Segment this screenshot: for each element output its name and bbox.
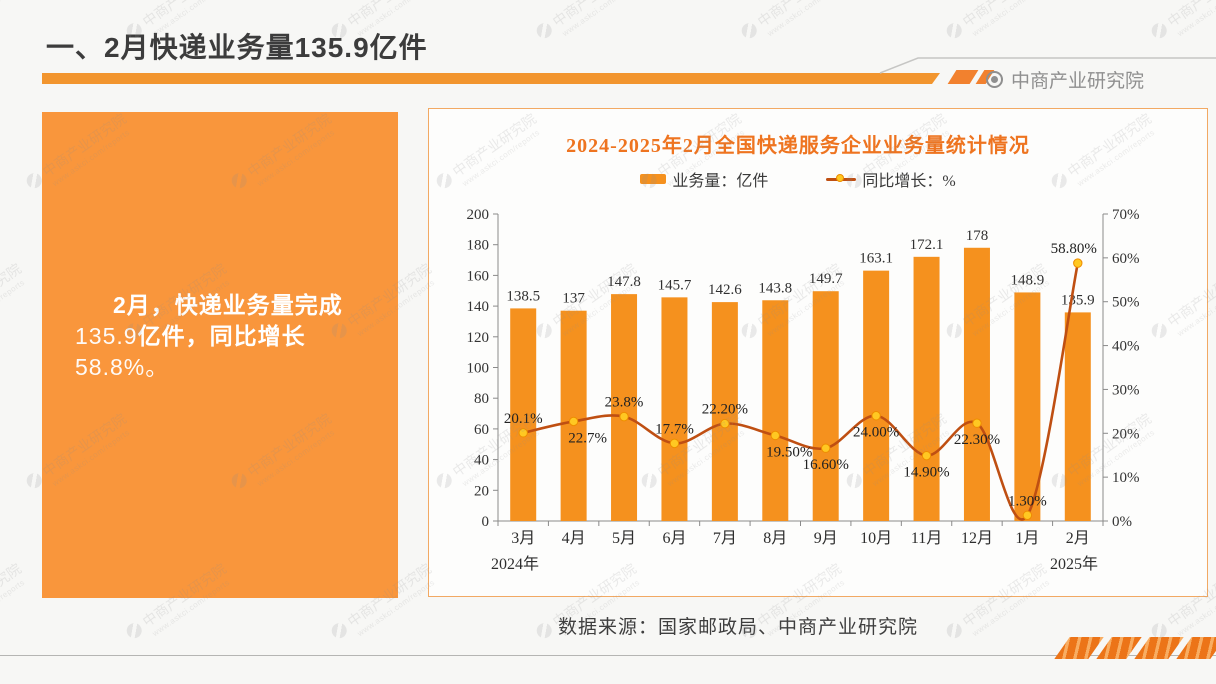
footer-rule-line [0, 655, 1216, 656]
svg-text:60: 60 [474, 422, 489, 438]
svg-text:60%: 60% [1112, 251, 1140, 267]
svg-text:23.8%: 23.8% [605, 395, 644, 411]
svg-text:149.7: 149.7 [809, 271, 843, 287]
svg-text:120: 120 [467, 330, 490, 346]
svg-text:140: 140 [467, 299, 490, 315]
bar-line-chart: 0 20 40 60 80 100 120 140 160 180 200 0% 10% 20% 30% 40… [467, 207, 1140, 573]
svg-text:22.7%: 22.7% [568, 430, 607, 446]
svg-text:70%: 70% [1112, 207, 1140, 223]
watermark-logo-icon [123, 619, 145, 641]
svg-text:147.8: 147.8 [607, 274, 641, 290]
svg-text:11月: 11月 [911, 530, 942, 547]
svg-text:0%: 0% [1112, 514, 1132, 530]
svg-text:0: 0 [482, 514, 490, 530]
summary-text: 2月，快递业务量完成 135.9亿件，同比增长58.8%。 [75, 292, 343, 380]
legend-item-growth: 同比增长：% [826, 167, 956, 191]
chart-legend: 业务量：亿件 同比增长：% [429, 167, 1167, 191]
svg-text:1月: 1月 [1015, 530, 1039, 547]
svg-text:172.1: 172.1 [910, 237, 944, 253]
svg-text:6月: 6月 [662, 530, 686, 547]
svg-text:178: 178 [966, 228, 989, 244]
footer-logo [1052, 637, 1216, 660]
svg-text:145.7: 145.7 [658, 277, 692, 293]
watermark-logo-icon [533, 19, 555, 41]
svg-text:22.30%: 22.30% [954, 432, 1000, 448]
svg-text:17.7%: 17.7% [655, 421, 694, 437]
svg-text:8月: 8月 [763, 530, 787, 547]
svg-text:2月: 2月 [1066, 530, 1090, 547]
svg-text:20.1%: 20.1% [504, 411, 543, 427]
svg-text:1.30%: 1.30% [1008, 493, 1047, 509]
brand-name: 中商产业研究院 [1011, 71, 1145, 92]
summary-panel: 2月，快递业务量完成 135.9亿件，同比增长58.8%。 [42, 112, 398, 598]
svg-text:9月: 9月 [814, 530, 838, 547]
svg-text:3月: 3月 [511, 530, 535, 547]
svg-text:20%: 20% [1112, 426, 1140, 442]
divider-slash-icon [947, 70, 979, 84]
svg-text:2024年: 2024年 [491, 555, 539, 573]
watermark-logo-icon [533, 619, 555, 641]
logo-stripe-icon [1134, 637, 1184, 659]
watermark-logo-icon [1148, 19, 1170, 41]
chart-card: 2024-2025年2月全国快递服务企业业务量统计情况 业务量：亿件 同比增长：… [428, 108, 1208, 597]
brand-badge: 中商产业研究院 [986, 66, 1144, 93]
svg-text:58.80%: 58.80% [1051, 241, 1097, 257]
legend-volume-label: 业务量：亿件 [672, 173, 769, 190]
brand-logo-icon [986, 71, 1003, 88]
section-title: 一、2月快递业务量135.9亿件 [46, 32, 428, 63]
svg-text:10月: 10月 [860, 530, 892, 547]
chart-title: 2024-2025年2月全国快递服务企业业务量统计情况 [566, 135, 1030, 157]
svg-text:163.1: 163.1 [859, 251, 893, 267]
logo-stripe-icon [1054, 637, 1104, 659]
svg-text:4月: 4月 [562, 530, 586, 547]
svg-text:10%: 10% [1112, 470, 1140, 486]
svg-text:148.9: 148.9 [1011, 272, 1045, 288]
svg-text:142.6: 142.6 [708, 282, 742, 298]
legend-growth-label: 同比增长：% [862, 173, 956, 190]
svg-text:137: 137 [562, 291, 585, 307]
logo-stripe-icon [1176, 637, 1216, 659]
svg-text:80: 80 [474, 391, 489, 407]
watermark-logo-icon [328, 619, 350, 641]
svg-text:180: 180 [467, 238, 490, 254]
svg-text:138.5: 138.5 [506, 288, 540, 304]
title-divider-bar [42, 73, 940, 84]
svg-text:22.20%: 22.20% [702, 402, 748, 418]
watermark-logo-icon [943, 19, 965, 41]
watermark-logo-icon [738, 19, 760, 41]
svg-text:20: 20 [474, 483, 489, 499]
svg-text:100: 100 [467, 361, 490, 377]
svg-text:40%: 40% [1112, 339, 1140, 355]
legend-item-volume: 业务量：亿件 [640, 167, 768, 191]
svg-text:160: 160 [467, 268, 490, 284]
svg-text:12月: 12月 [961, 530, 993, 547]
svg-text:200: 200 [467, 207, 490, 223]
svg-text:40: 40 [474, 453, 489, 469]
svg-text:2025年: 2025年 [1050, 555, 1098, 573]
svg-text:24.00%: 24.00% [853, 425, 899, 441]
logo-stripe-icon [1096, 637, 1142, 659]
svg-text:143.8: 143.8 [758, 280, 792, 296]
svg-text:30%: 30% [1112, 382, 1140, 398]
svg-text:16.60%: 16.60% [803, 457, 849, 473]
svg-text:5月: 5月 [612, 530, 636, 547]
svg-text:14.90%: 14.90% [903, 465, 949, 481]
legend-bar-swatch-icon [640, 174, 667, 184]
watermark-logo-icon [943, 619, 965, 641]
data-source-note: 数据来源：国家邮政局、中商产业研究院 [558, 617, 919, 638]
svg-text:19.50%: 19.50% [766, 444, 812, 460]
svg-text:7月: 7月 [713, 530, 737, 547]
svg-text:50%: 50% [1112, 295, 1140, 311]
legend-line-swatch-icon [826, 174, 857, 182]
svg-text:135.9: 135.9 [1061, 292, 1095, 308]
